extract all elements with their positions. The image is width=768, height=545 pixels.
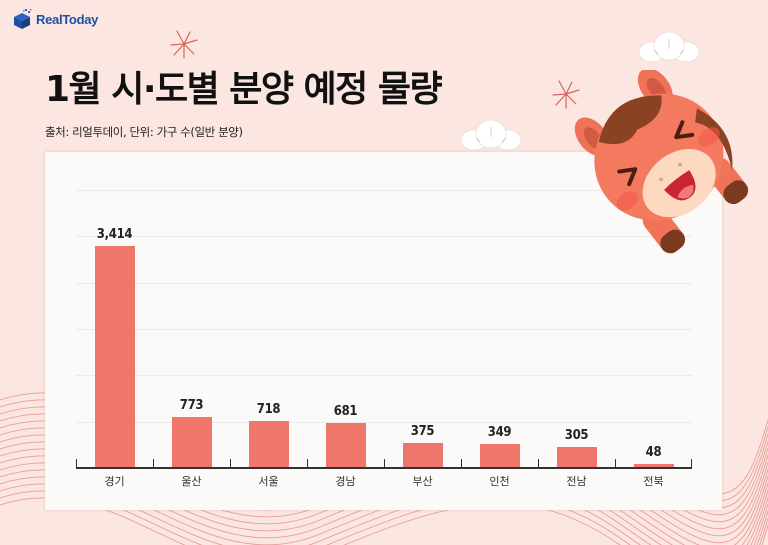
bar-value-label: 349 xyxy=(487,425,512,441)
axis-tick xyxy=(230,459,232,468)
axis-tick xyxy=(615,459,617,468)
gridline xyxy=(76,375,692,376)
horse-mascot-illustration xyxy=(574,70,749,254)
bar xyxy=(326,422,366,467)
bar-value-label: 48 xyxy=(645,444,662,460)
bar xyxy=(172,416,212,467)
bar-value-label: 3,414 xyxy=(96,227,133,242)
category-label: 울산 xyxy=(181,475,202,488)
brand-logo: RealToday xyxy=(11,8,98,30)
gridline xyxy=(76,190,692,191)
cube-logo-icon xyxy=(14,9,32,29)
category-label: 전북 xyxy=(643,475,664,488)
cloud-icon xyxy=(638,31,700,63)
axis-tick xyxy=(384,459,386,468)
gridline xyxy=(76,422,692,423)
bar xyxy=(634,463,674,467)
bar-value-label: 773 xyxy=(179,397,204,413)
bar-group: 773 울산 xyxy=(153,152,230,510)
brand-name: RealToday xyxy=(36,11,99,27)
bar-group: 375 부산 xyxy=(384,152,461,510)
sparkle-icon xyxy=(552,80,580,109)
cloud-icon xyxy=(460,119,522,151)
axis-tick xyxy=(691,459,693,468)
bar-group: 349 인천 xyxy=(461,152,538,510)
gridline xyxy=(76,283,692,284)
gridline xyxy=(76,329,692,330)
axis-tick xyxy=(307,459,309,468)
axis-tick xyxy=(76,459,78,468)
category-label: 서울 xyxy=(258,475,279,488)
category-label: 부산 xyxy=(412,475,433,488)
category-label: 경기 xyxy=(104,475,125,488)
category-label: 전남 xyxy=(566,475,587,488)
chart-card: 3,414 경기 773 울산 718 서울 681 경남 375 부산 349… xyxy=(45,152,722,510)
bar-value-label: 375 xyxy=(410,423,435,439)
bar-group: 681 경남 xyxy=(307,152,384,510)
category-label: 경남 xyxy=(335,475,356,488)
page-title: 1월 시·도별 분양 예정 물량 xyxy=(45,69,443,110)
axis-tick xyxy=(153,459,155,468)
bar xyxy=(95,246,135,467)
bar-value-label: 305 xyxy=(564,428,589,444)
bar xyxy=(480,444,520,467)
bar xyxy=(403,442,443,467)
sparkle-icon xyxy=(170,30,198,59)
bar-group: 3,414 경기 xyxy=(76,152,153,510)
bar-value-label: 718 xyxy=(256,401,281,417)
axis-tick xyxy=(461,459,463,468)
bar-value-label: 681 xyxy=(333,403,358,419)
bar-group: 718 서울 xyxy=(230,152,307,510)
bar-group: 48 전북 xyxy=(615,152,692,510)
chart-source-note: 출처: 리얼투데이, 단위: 가구 수(일반 분양) xyxy=(45,125,243,139)
bar-group: 305 전남 xyxy=(538,152,615,510)
gridline xyxy=(76,236,692,237)
bar-chart: 3,414 경기 773 울산 718 서울 681 경남 375 부산 349… xyxy=(76,152,693,510)
bar xyxy=(557,447,597,467)
category-label: 인천 xyxy=(489,475,510,488)
bar xyxy=(249,420,289,467)
axis-tick xyxy=(538,459,540,468)
